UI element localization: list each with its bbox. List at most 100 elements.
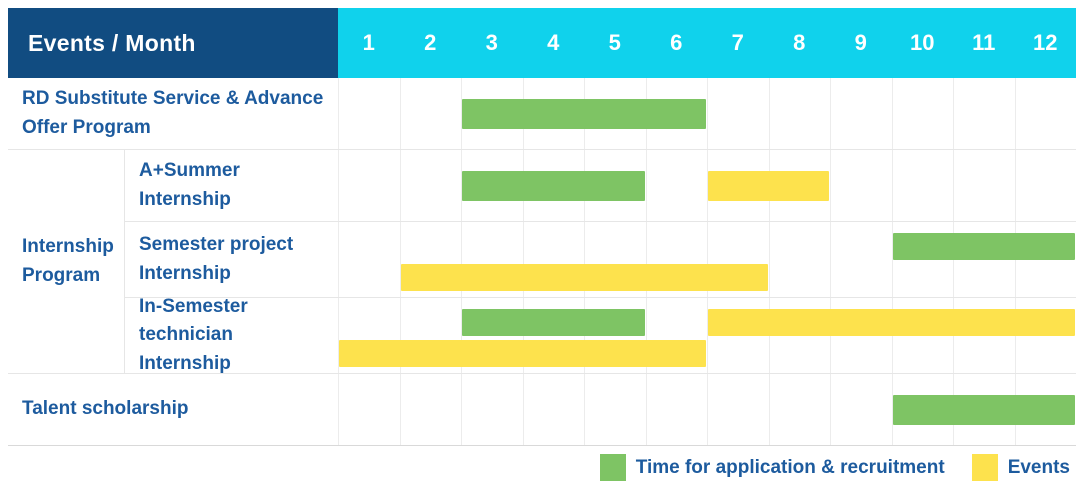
month-cell-6 [645,222,708,297]
month-cell-1 [338,222,400,297]
month-cell-10 [891,374,954,445]
month-cell-6 [645,298,708,373]
row-label-in-semester-technician-internship: In-Semester technician Internship [139,295,248,374]
month-header-8: 8 [793,30,806,55]
month-cell-7 [707,150,769,221]
month-cell-2 [399,222,462,297]
months-grid-semester-project-internship [338,222,1076,297]
month-cell-11 [953,78,1015,149]
task-row-a-summer-internship: A+Summer Internship [125,150,1076,221]
month-header-6: 6 [670,30,683,55]
month-cell-1 [338,298,400,373]
month-cell-3 [461,298,523,373]
month-cell-11 [953,298,1015,373]
month-cell-6 [645,150,708,221]
month-header-5: 5 [608,30,621,55]
task-row-rd-substitute-service-advance-offer-program: RD Substitute Service & Advance Offer Pr… [8,78,1076,149]
month-cell-1 [338,78,400,149]
events-schedule-table: Events / Month 1 2 3 4 5 6 7 8 9 10 11 12 RD Substi… [8,8,1076,446]
month-cell-2 [399,150,462,221]
month-cell-8 [768,222,831,297]
month-cell-5 [584,298,646,373]
month-cell-1 [338,374,400,445]
month-cell-9 [830,78,892,149]
month-cell-9 [830,374,892,445]
event-bar-m1-6 [339,339,706,367]
row-label-semester-project-internship: Semester project Internship [139,234,294,284]
month-header-9: 9 [854,30,867,55]
month-cell-5 [584,374,646,445]
month-cell-3 [461,374,523,445]
events-month-header-cell: Events / Month [8,8,338,78]
legend-item-event: Events [971,454,1070,481]
month-cell-12 [1014,298,1077,373]
month-cell-4 [522,298,585,373]
month-header-10: 10 [910,30,935,55]
row-label-talent-scholarship: Talent scholarship [22,398,189,420]
application-bar-m10-12 [892,394,1075,425]
event-bar-m2-7 [400,263,768,291]
month-cell-12 [1014,150,1077,221]
row-group-talent-scholarship: Talent scholarship [8,373,1076,445]
months-grid-talent-scholarship [338,374,1076,445]
month-cell-9 [830,298,892,373]
months-grid-rd-substitute-service-advance-offer-program [338,78,1076,149]
month-cell-9 [830,150,892,221]
month-cell-10 [891,298,954,373]
task-row-talent-scholarship: Talent scholarship [8,374,1076,445]
legend-swatch-application-icon [599,454,626,481]
task-row-in-semester-technician-internship: In-Semester technician Internship [125,295,1076,374]
group-internship-program: Internship Program A+Summer Internship Sem… [8,149,1076,374]
month-cell-2 [399,298,462,373]
group-rows-internship-program: A+Summer Internship Semester project Inte… [125,150,1076,374]
month-cell-7 [707,298,769,373]
month-cell-7 [707,374,769,445]
month-cell-8 [768,78,831,149]
month-cell-11 [953,222,1015,297]
month-cell-2 [399,78,462,149]
application-bar-m3-5 [462,170,645,201]
months-grid-in-semester-technician-internship [338,298,1076,373]
month-cell-10 [891,78,954,149]
legend-label-application: Time for application & recruitment [635,456,945,478]
table-body: RD Substitute Service & Advance Offer Pr… [8,78,1076,445]
row-group-rd-substitute-service-advance-offer-program: RD Substitute Service & Advance Offer Pr… [8,78,1076,149]
month-cell-1 [338,150,400,221]
month-cell-3 [461,150,523,221]
month-cell-3 [461,222,523,297]
month-cell-12 [1014,222,1077,297]
event-bar-m7-8 [708,170,829,201]
month-cell-9 [830,222,892,297]
month-cell-2 [399,374,462,445]
row-label-a-summer-internship: A+Summer Internship [139,160,240,210]
month-cell-7 [707,78,769,149]
row-label-rd-substitute-service-advance-offer-program: RD Substitute Service & Advance Offer Pr… [22,88,324,138]
month-header-1: 1 [362,30,375,55]
month-cell-8 [768,298,831,373]
group-label-internship-program: Internship Program [8,150,125,373]
month-cell-12 [1014,78,1077,149]
month-cell-4 [522,222,585,297]
application-bar-m3-6 [462,98,706,129]
month-cell-3 [461,78,523,149]
application-bar-m3-5 [462,308,645,336]
month-cell-7 [707,222,769,297]
month-cell-10 [891,150,954,221]
months-grid-a-summer-internship [338,150,1076,221]
month-cell-4 [522,374,585,445]
month-cell-6 [645,374,708,445]
application-bar-m10-12 [892,232,1075,260]
month-cell-8 [768,374,831,445]
task-row-semester-project-internship: Semester project Internship [125,221,1076,297]
legend-item-application: Time for application & recruitment [599,454,945,481]
legend: Time for application & recruitment Events [599,454,1070,481]
months-header-row: 1 2 3 4 5 6 7 8 9 10 11 12 [338,8,1076,78]
month-cell-5 [584,222,646,297]
legend-label-event: Events [1007,456,1070,478]
month-cell-11 [953,150,1015,221]
month-header-11: 11 [972,30,996,55]
event-bar-m7-12 [708,308,1075,336]
month-header-2: 2 [424,30,437,55]
legend-swatch-event-icon [971,454,998,481]
